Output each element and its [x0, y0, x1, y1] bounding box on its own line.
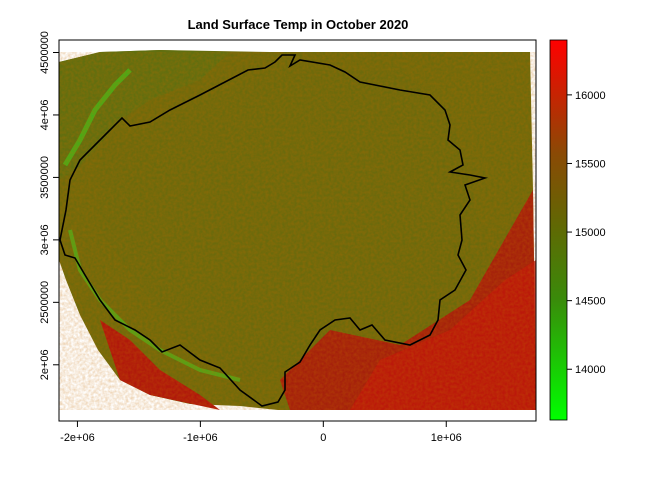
colorbar-tick-label: 16000 — [575, 90, 606, 102]
x-axis: -2e+06 -1e+06 0 1e+06 — [60, 421, 462, 444]
y-tick-label: 3500000 — [39, 156, 51, 199]
raster-layer — [59, 50, 536, 410]
plot-frame — [58, 39, 537, 422]
y-axis: 2e+06 2500000 3e+06 3500000 4e+06 4500000 — [39, 31, 59, 380]
chart-title: Land Surface Temp in October 2020 — [188, 17, 409, 32]
colorbar-tick-label: 15500 — [575, 158, 606, 170]
y-tick-label: 2e+06 — [39, 349, 51, 380]
colorbar-tick-label: 14500 — [575, 296, 606, 308]
y-tick-label: 4e+06 — [39, 99, 51, 130]
y-tick-label: 4500000 — [39, 31, 51, 74]
x-tick-label: 1e+06 — [431, 432, 462, 444]
region-boundary — [59, 54, 489, 407]
x-tick-label: -1e+06 — [183, 432, 218, 444]
x-tick-label: -2e+06 — [60, 432, 95, 444]
legend-colorbar: 14000 14500 15000 15500 16000 — [549, 39, 606, 421]
colorbar-gradient — [550, 40, 567, 420]
colorbar-tick-label: 15000 — [575, 227, 606, 239]
raster-texture — [59, 52, 536, 410]
x-tick-label: 0 — [320, 432, 326, 444]
y-tick-label: 2500000 — [39, 281, 51, 324]
colorbar-ticks: 14000 14500 15000 15500 16000 — [567, 90, 606, 376]
colorbar-tick-label: 14000 — [575, 364, 606, 376]
colorbar-frame — [549, 39, 568, 421]
y-tick-label: 3e+06 — [39, 224, 51, 255]
